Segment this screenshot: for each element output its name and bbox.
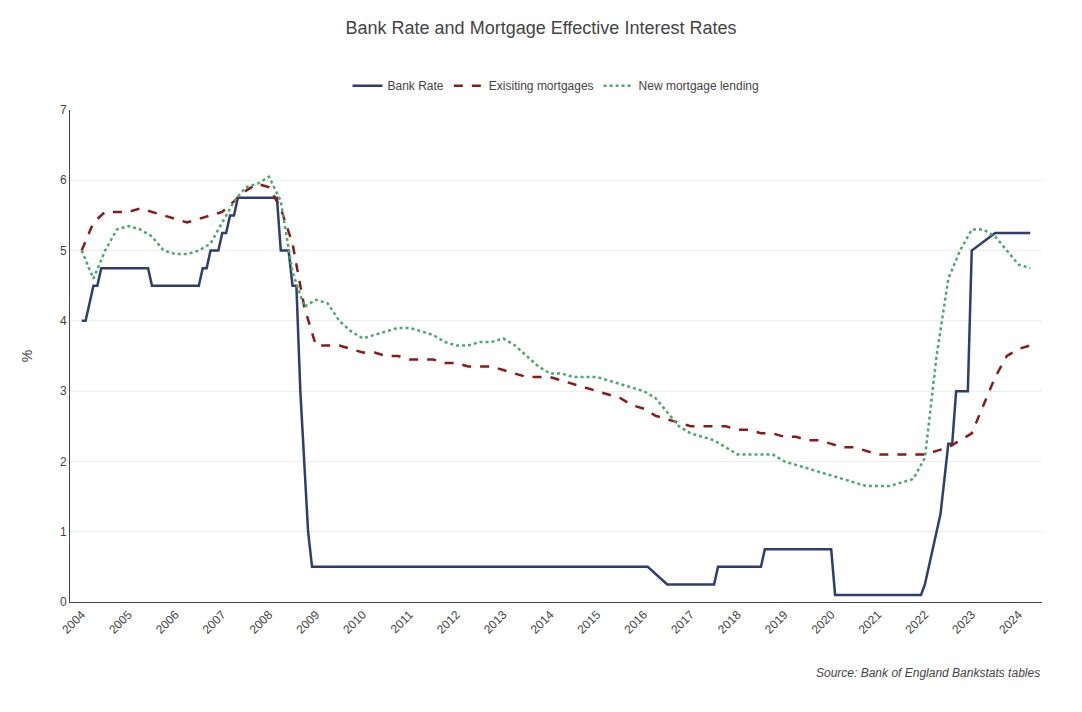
svg-text:2011: 2011: [388, 608, 416, 636]
svg-text:2: 2: [60, 455, 67, 469]
svg-text:Bank Rate and Mortgage Effecti: Bank Rate and Mortgage Effective Interes…: [346, 18, 737, 38]
svg-text:2019: 2019: [762, 608, 791, 637]
svg-text:2007: 2007: [200, 608, 229, 637]
svg-text:2021: 2021: [856, 608, 885, 637]
svg-text:2009: 2009: [294, 608, 323, 637]
svg-text:2014: 2014: [528, 608, 557, 637]
svg-text:2018: 2018: [715, 608, 744, 637]
svg-text:2004: 2004: [59, 608, 88, 637]
svg-text:1: 1: [60, 525, 67, 539]
svg-text:2017: 2017: [668, 608, 697, 637]
svg-text:7: 7: [60, 103, 67, 117]
svg-text:2016: 2016: [621, 608, 650, 637]
svg-text:2024: 2024: [996, 608, 1025, 637]
svg-text:2013: 2013: [481, 608, 510, 637]
svg-text:2012: 2012: [434, 608, 463, 637]
svg-text:4: 4: [60, 314, 67, 328]
svg-text:6: 6: [60, 173, 67, 187]
svg-text:2022: 2022: [902, 608, 931, 637]
svg-text:2008: 2008: [247, 608, 276, 637]
svg-text:5: 5: [60, 244, 67, 258]
svg-text:Bank Rate: Bank Rate: [388, 79, 444, 93]
svg-text:0: 0: [60, 595, 67, 609]
svg-text:Source: Bank of England Bankst: Source: Bank of England Bankstats tables: [816, 666, 1040, 680]
svg-text:Exisiting mortgages: Exisiting mortgages: [489, 79, 594, 93]
svg-text:New mortgage lending: New mortgage lending: [639, 79, 759, 93]
svg-text:2020: 2020: [809, 608, 838, 637]
svg-text:2023: 2023: [949, 608, 978, 637]
svg-text:2005: 2005: [106, 608, 135, 637]
svg-text:2015: 2015: [575, 608, 604, 637]
svg-text:3: 3: [60, 384, 67, 398]
svg-text:2010: 2010: [340, 608, 369, 637]
svg-text:%: %: [19, 350, 35, 362]
svg-text:2006: 2006: [153, 608, 182, 637]
